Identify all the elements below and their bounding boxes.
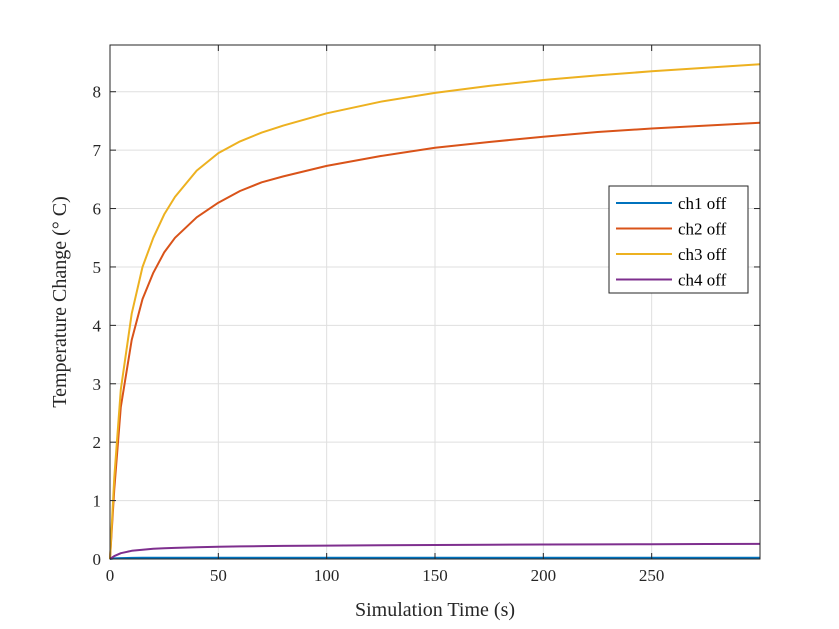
x-tick-label: 150 — [422, 566, 448, 585]
x-tick-label: 100 — [314, 566, 340, 585]
y-tick-label: 6 — [93, 200, 102, 219]
series-line-1 — [109, 556, 760, 560]
x-tick-label: 200 — [531, 566, 557, 585]
y-tick-label: 7 — [93, 141, 102, 160]
legend-label-2: ch2 off — [678, 220, 727, 239]
x-tick-label: 50 — [210, 566, 227, 585]
axis-ticks: 0 50 100 150 200 250 0 1 2 3 4 5 6 7 8 — [93, 45, 760, 585]
x-tick-label: 250 — [639, 566, 665, 585]
y-tick-label: 8 — [93, 83, 102, 102]
series-lines — [109, 63, 761, 560]
y-tick-label: 3 — [93, 375, 102, 394]
series-line-2 — [109, 121, 761, 560]
x-axis-label: Simulation Time (s) — [355, 599, 515, 621]
legend-label-3: ch3 off — [678, 245, 727, 264]
y-axis-label: Temperature Change (° C) — [49, 196, 71, 408]
y-tick-label: 1 — [93, 492, 102, 511]
series-line-4 — [109, 542, 761, 560]
legend: ch1 off ch2 off ch3 off ch4 off — [608, 185, 749, 294]
x-tick-label: 0 — [106, 566, 115, 585]
series-line-3 — [109, 63, 761, 560]
y-tick-label: 5 — [93, 258, 102, 277]
legend-label-1: ch1 off — [678, 194, 727, 213]
legend-label-4: ch4 off — [678, 271, 727, 290]
y-tick-label: 0 — [93, 550, 102, 569]
y-tick-label: 2 — [93, 433, 102, 452]
y-tick-label: 4 — [93, 316, 102, 335]
